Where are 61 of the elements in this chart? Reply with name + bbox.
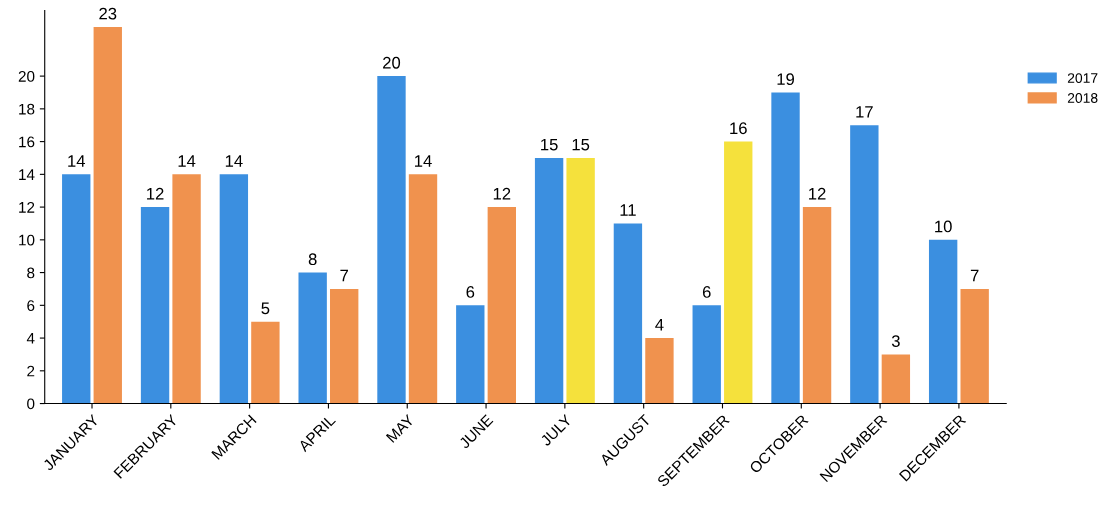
bar bbox=[298, 272, 327, 404]
y-tick-label: 4 bbox=[26, 333, 35, 344]
data-label: 15 bbox=[572, 138, 590, 151]
data-label: 14 bbox=[68, 155, 86, 167]
data-label: 10 bbox=[935, 220, 952, 233]
data-label: 11 bbox=[620, 204, 636, 216]
y-tick-label: 18 bbox=[19, 103, 35, 115]
bar bbox=[140, 207, 170, 404]
data-label: 23 bbox=[99, 7, 117, 20]
data-label: 17 bbox=[856, 106, 873, 118]
data-label: 7 bbox=[970, 269, 979, 282]
bar bbox=[251, 321, 280, 404]
bar bbox=[645, 338, 674, 404]
bar bbox=[487, 207, 516, 404]
bar bbox=[377, 76, 406, 404]
data-label: 5 bbox=[261, 302, 270, 315]
data-label: 7 bbox=[340, 269, 348, 282]
bar bbox=[692, 305, 721, 404]
data-label: 12 bbox=[147, 187, 164, 200]
data-label: 14 bbox=[415, 155, 432, 167]
bar bbox=[408, 174, 438, 404]
y-tick-label: 8 bbox=[27, 267, 35, 279]
y-tick-label: 20 bbox=[18, 70, 35, 82]
bar bbox=[850, 125, 879, 404]
bar bbox=[566, 157, 595, 404]
bar bbox=[93, 26, 122, 404]
data-label: 14 bbox=[225, 155, 243, 167]
bar bbox=[881, 354, 911, 404]
y-tick-label: 14 bbox=[19, 169, 35, 180]
bar bbox=[219, 174, 249, 404]
bar bbox=[771, 92, 800, 404]
y-tick-label: 10 bbox=[19, 234, 35, 246]
data-label: 15 bbox=[541, 138, 558, 151]
bar bbox=[802, 207, 832, 404]
bar bbox=[534, 157, 564, 404]
bar bbox=[456, 305, 485, 404]
y-tick-label: 2 bbox=[27, 365, 35, 377]
bar bbox=[928, 239, 958, 404]
legend-label: 2018 bbox=[1067, 93, 1098, 103]
legend-label: 2017 bbox=[1067, 73, 1098, 83]
bar bbox=[613, 223, 643, 404]
data-label: 6 bbox=[466, 286, 475, 298]
y-tick-label: 12 bbox=[19, 201, 35, 213]
bar bbox=[960, 288, 989, 404]
data-label: 4 bbox=[655, 318, 664, 331]
data-label: 6 bbox=[702, 286, 711, 298]
data-label: 19 bbox=[777, 73, 795, 86]
data-label: 16 bbox=[730, 122, 747, 135]
data-label: 20 bbox=[383, 56, 401, 69]
bar bbox=[330, 288, 359, 404]
data-label: 14 bbox=[178, 155, 196, 167]
bar bbox=[62, 174, 91, 404]
y-tick-label: 6 bbox=[27, 300, 35, 312]
data-label: 12 bbox=[493, 187, 511, 200]
y-tick-label: 0 bbox=[27, 398, 35, 410]
data-label: 12 bbox=[809, 187, 826, 200]
y-tick-label: 16 bbox=[19, 136, 35, 148]
bar bbox=[172, 174, 201, 404]
data-label: 3 bbox=[891, 335, 900, 347]
data-label: 8 bbox=[308, 253, 317, 266]
bar bbox=[724, 141, 753, 404]
